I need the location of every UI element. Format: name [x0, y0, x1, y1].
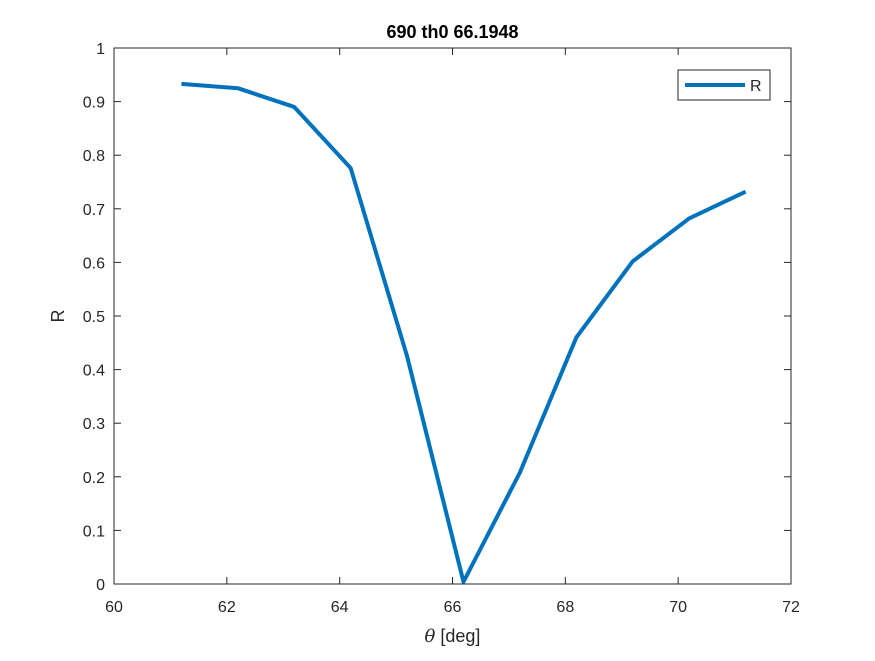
- x-tick-label: 62: [218, 599, 236, 616]
- x-tick-label: 64: [331, 599, 349, 616]
- y-tick-label: 0.1: [83, 523, 105, 540]
- legend: R: [677, 69, 771, 101]
- y-tick-label: 0.9: [83, 95, 105, 112]
- axes-box: [113, 47, 792, 585]
- y-tick-label: 0: [96, 577, 105, 594]
- y-tick-label: 0.3: [83, 416, 105, 433]
- y-tick-label: 1: [96, 41, 105, 58]
- y-axis-label: R: [48, 310, 68, 323]
- y-tick-label: 0.7: [83, 202, 105, 219]
- x-tick-label: 70: [669, 599, 687, 616]
- y-tick-label: 0.8: [83, 148, 105, 165]
- legend-label: R: [750, 78, 762, 95]
- axis-tick-labels: 60 62 64 66 68 70 72 0 0.1 0.2 0.3 0.4 0.5 0.6 0.7 0.8 0…: [83, 41, 800, 616]
- x-axis-label: θ [deg]: [425, 626, 481, 647]
- chart-title: 690 th0 66.1948: [386, 22, 518, 42]
- x-tick-label: 68: [556, 599, 574, 616]
- y-tick-label: 0.4: [83, 363, 105, 380]
- x-tick-label: 66: [444, 599, 462, 616]
- series-layer: [181, 81, 747, 584]
- x-axis-label-symbol: θ: [425, 626, 436, 647]
- plot-area: [114, 48, 791, 584]
- y-tick-label: 0.6: [83, 255, 105, 272]
- y-tick-label: 0.2: [83, 470, 105, 487]
- y-tick-label: 0.5: [83, 309, 105, 326]
- series-line: [181, 81, 747, 584]
- x-axis-label-unit: [deg]: [435, 626, 480, 646]
- x-tick-label: 72: [782, 599, 800, 616]
- x-tick-label: 60: [105, 599, 123, 616]
